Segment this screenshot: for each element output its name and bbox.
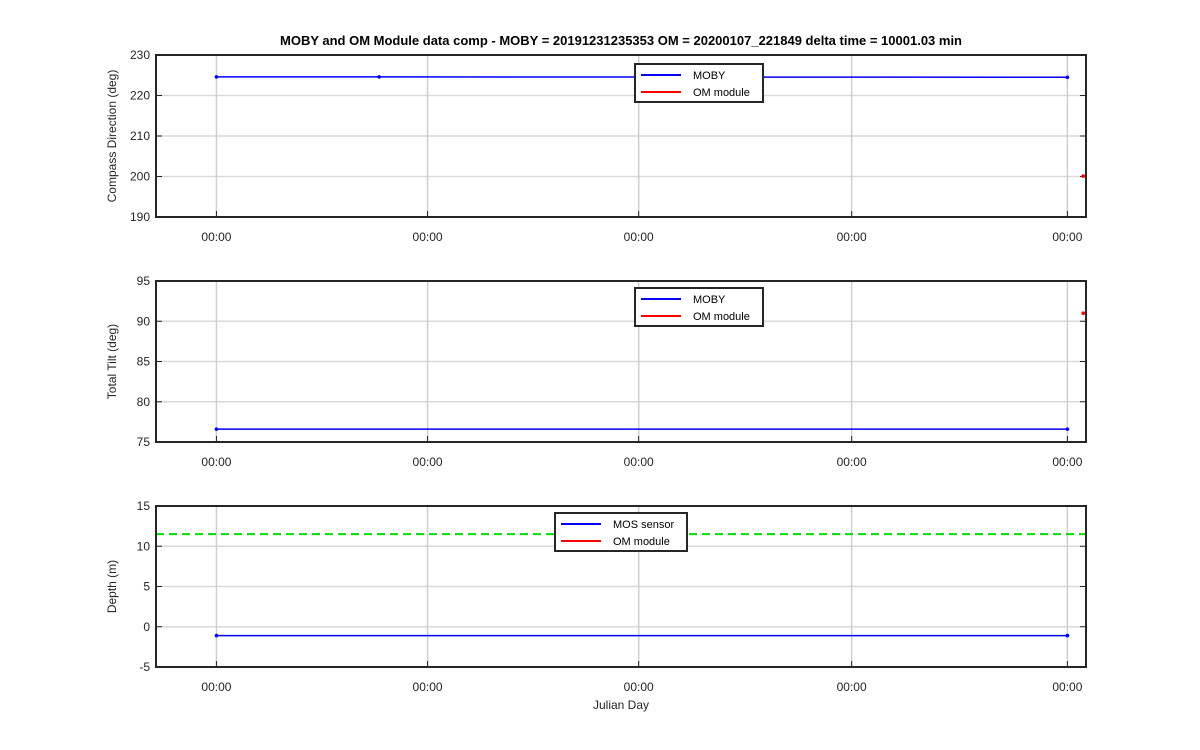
legend: MOBY OM module — [634, 287, 764, 327]
x-tick-label: 00:00 — [624, 455, 654, 469]
y-tick-label: 220 — [130, 89, 150, 103]
legend-entry: MOBY — [693, 294, 726, 306]
data-point — [214, 633, 219, 638]
chart-panel-3: -5 0 5 10 15 00:00 00:00 00:00 00:00 00:00 Depth (… — [105, 499, 1087, 694]
legend: MOBY OM module — [634, 63, 764, 103]
x-tick-label: 00:00 — [1052, 455, 1082, 469]
legend-entry: MOBY — [693, 70, 726, 82]
x-tick-label: 00:00 — [413, 230, 443, 244]
y-tick-label: 10 — [137, 539, 151, 553]
y-tick-label: 230 — [130, 48, 150, 62]
legend-box — [634, 287, 764, 327]
y-tick-label: 90 — [137, 314, 151, 328]
legend-entry: OM module — [613, 536, 670, 548]
data-point — [214, 427, 219, 431]
x-axis-label: Julian Day — [593, 698, 649, 712]
y-tick-label: 5 — [143, 580, 150, 594]
y-tick-label: 80 — [137, 395, 151, 409]
chart-panel-2: 75 80 85 90 95 00:00 00:00 00:00 00:00 00:00 Total… — [105, 274, 1087, 469]
axes-box — [155, 280, 1087, 443]
y-axis-label: Depth (m) — [105, 560, 119, 613]
x-tick-label: 00:00 — [1052, 680, 1082, 694]
chart-panel-1: 190 200 210 220 230 00:00 00:00 00:00 00:00 00:00… — [105, 48, 1087, 244]
x-tick-label: 00:00 — [837, 455, 867, 469]
y-tick-label: 200 — [130, 170, 150, 184]
x-tick-label: 00:00 — [413, 680, 443, 694]
legend-entry: MOS sensor — [613, 519, 674, 531]
x-tick-label: 00:00 — [837, 680, 867, 694]
x-tick-label: 00:00 — [624, 680, 654, 694]
x-tick-label: 00:00 — [1052, 230, 1082, 244]
data-point — [377, 75, 382, 79]
y-tick-label: 95 — [137, 274, 151, 288]
data-point — [1081, 174, 1086, 178]
legend-entry: OM module — [693, 87, 750, 99]
x-tick-label: 00:00 — [201, 680, 231, 694]
y-axis-label: Total Tilt (deg) — [105, 324, 119, 399]
y-tick-label: 210 — [130, 129, 150, 143]
data-point — [214, 75, 219, 79]
legend: MOS sensor OM module — [554, 512, 688, 552]
legend-box — [554, 512, 688, 552]
y-tick-label: 190 — [130, 210, 150, 224]
y-tick-label: 0 — [143, 620, 150, 634]
data-point — [1081, 311, 1086, 316]
legend-box — [634, 63, 764, 103]
y-axis-label: Compass Direction (deg) — [105, 70, 119, 203]
y-tick-label: 75 — [137, 435, 151, 449]
legend-entry: OM module — [693, 311, 750, 323]
x-tick-label: 00:00 — [837, 230, 867, 244]
axes-box — [155, 54, 1087, 218]
axes-box — [155, 505, 1087, 668]
x-tick-label: 00:00 — [624, 230, 654, 244]
x-tick-label: 00:00 — [413, 455, 443, 469]
x-tick-label: 00:00 — [201, 230, 231, 244]
x-tick-label: 00:00 — [201, 455, 231, 469]
y-tick-label: -5 — [139, 660, 150, 674]
data-point — [1065, 633, 1070, 638]
y-tick-label: 85 — [137, 355, 151, 369]
y-tick-label: 15 — [137, 499, 151, 513]
figure-title: MOBY and OM Module data comp - MOBY = 20… — [280, 33, 962, 48]
data-point — [1065, 75, 1070, 80]
data-point — [1065, 427, 1070, 431]
